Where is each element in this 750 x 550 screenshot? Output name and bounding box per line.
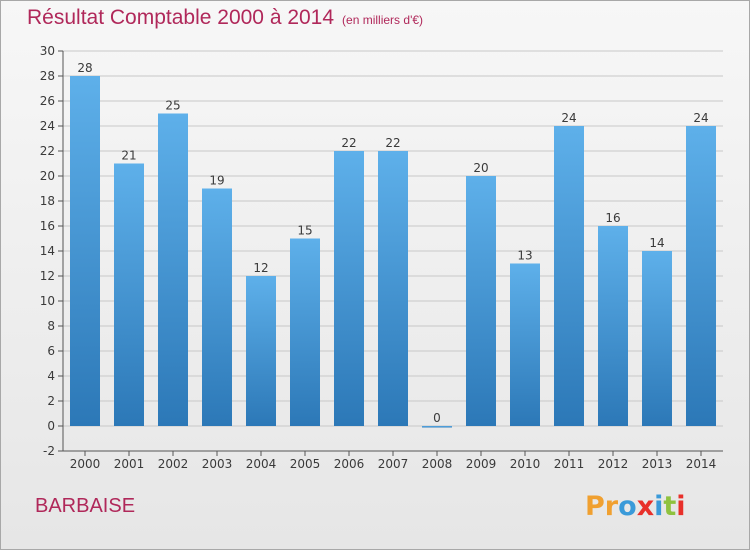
bar <box>378 151 408 426</box>
bar <box>466 176 496 426</box>
y-tick-label: 0 <box>47 419 55 433</box>
y-tick-label: 18 <box>40 194 55 208</box>
x-tick-label: 2002 <box>158 457 189 471</box>
data-label: 22 <box>341 136 356 150</box>
x-tick-label: 2005 <box>290 457 321 471</box>
data-label: 28 <box>77 61 92 75</box>
x-tick-label: 2010 <box>510 457 541 471</box>
x-tick-label: 2014 <box>686 457 717 471</box>
y-tick-label: 6 <box>47 344 55 358</box>
data-label: 15 <box>297 224 312 238</box>
y-tick-label: 8 <box>47 319 55 333</box>
bar <box>598 226 628 426</box>
bar <box>554 126 584 426</box>
logo-letter: P <box>585 491 605 522</box>
data-label: 13 <box>517 249 532 263</box>
data-label: 16 <box>605 211 620 225</box>
bar <box>70 76 100 426</box>
commune-name: BARBAISE <box>35 495 136 517</box>
y-tick-label: 20 <box>40 169 55 183</box>
data-label: 25 <box>165 99 180 113</box>
y-tick-label: 16 <box>40 219 55 233</box>
bar <box>642 251 672 426</box>
x-tick-label: 2007 <box>378 457 409 471</box>
bar <box>686 126 716 426</box>
chart-unit: (en milliers d'€) <box>342 13 424 27</box>
data-label: 0 <box>433 411 441 425</box>
y-tick-label: 22 <box>40 144 55 158</box>
logo-letter: i <box>654 491 664 522</box>
data-label: 19 <box>209 174 224 188</box>
x-tick-label: 2003 <box>202 457 233 471</box>
bar <box>202 188 232 426</box>
logo-letter: x <box>636 491 655 522</box>
bar <box>334 151 364 426</box>
y-tick-label: 30 <box>40 44 55 58</box>
bar <box>158 113 188 426</box>
x-tick-label: 2012 <box>598 457 629 471</box>
data-label: 22 <box>385 136 400 150</box>
data-label: 21 <box>121 149 136 163</box>
y-tick-label: 24 <box>40 119 55 133</box>
y-tick-label: 14 <box>40 244 55 258</box>
chart-title: Résultat Comptable 2000 à 2014 (en millie… <box>27 6 423 30</box>
logo-letter: r <box>604 491 619 522</box>
data-label: 24 <box>693 111 708 125</box>
data-label: 24 <box>561 111 576 125</box>
x-tick-label: 2011 <box>554 457 585 471</box>
y-tick-label: 26 <box>40 94 55 108</box>
y-tick-label: 4 <box>47 369 55 383</box>
x-tick-label: 2004 <box>246 457 277 471</box>
x-tick-label: 2001 <box>114 457 145 471</box>
bar <box>114 163 144 426</box>
y-tick-label: 10 <box>40 294 55 308</box>
logo-letter: t <box>663 491 677 522</box>
x-tick-label: 2008 <box>422 457 453 471</box>
bar <box>422 426 452 428</box>
x-tick-label: 2000 <box>70 457 101 471</box>
logo-letter: o <box>618 491 637 522</box>
proxiti-logo: Proxiti <box>585 491 686 522</box>
y-tick-label: 12 <box>40 269 55 283</box>
data-label: 12 <box>253 261 268 275</box>
data-label: 20 <box>473 161 488 175</box>
axes <box>58 50 723 456</box>
bar <box>510 263 540 426</box>
bar <box>290 238 320 426</box>
chart-title-text: Résultat Comptable 2000 à 2014 <box>27 6 335 29</box>
y-tick-label: 28 <box>40 69 55 83</box>
bar <box>246 276 276 426</box>
x-tick-label: 2009 <box>466 457 497 471</box>
logo-letter: i <box>676 491 686 522</box>
data-label: 14 <box>649 236 664 250</box>
y-tick-label: -2 <box>43 444 55 458</box>
bars <box>70 76 716 428</box>
x-tick-label: 2013 <box>642 457 673 471</box>
y-tick-label: 2 <box>47 394 55 408</box>
labels: -202468101214161820222426283028200021200… <box>40 44 717 471</box>
x-tick-label: 2006 <box>334 457 365 471</box>
